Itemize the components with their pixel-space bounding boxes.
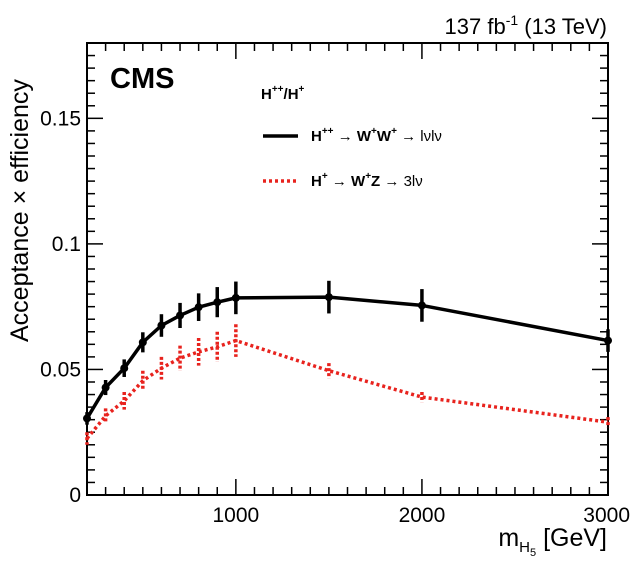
data-point: [231, 293, 240, 302]
experiment-label: CMS: [110, 63, 174, 95]
luminosity-label: 137 fb-1 (13 TeV): [445, 12, 607, 39]
series-2: [85, 324, 610, 445]
series-line: [85, 338, 609, 440]
data-point: [324, 293, 333, 302]
y-tick-label: 0.05: [40, 358, 81, 381]
x-tick-label: 2000: [399, 504, 446, 527]
data-point: [213, 298, 222, 307]
series-line: [85, 295, 609, 420]
data-point: [157, 321, 166, 330]
data-point: [417, 301, 426, 310]
data-point: [176, 311, 185, 320]
series-1: [83, 280, 612, 425]
legend-entry-singly-charged: H+ → W+Z → 3lν: [311, 171, 423, 190]
y-tick-label: 0.15: [40, 107, 81, 130]
data-point: [101, 383, 110, 392]
data-point: [83, 414, 91, 423]
axis-ticks: [87, 43, 608, 495]
x-axis-title: mH5 [GeV]: [498, 524, 607, 559]
x-tick-label: 3000: [583, 504, 630, 527]
data-point: [604, 336, 612, 345]
data-point: [138, 338, 147, 347]
y-tick-label: 0.1: [52, 233, 81, 256]
data-point: [194, 303, 203, 312]
axis-tick-labels: 1000 2000 3000 0 0.05 0.1 0.15: [40, 107, 630, 527]
data-point: [120, 364, 129, 373]
legend-entry-doubly-charged: H++ → W+W+ → lνlν: [311, 126, 442, 145]
x-tick-label: 1000: [212, 504, 259, 527]
y-tick-label: 0: [69, 484, 81, 507]
series-layer: [83, 280, 612, 445]
legend-header: H++/H+: [261, 84, 305, 103]
y-axis-title: Acceptance × efficiency: [6, 79, 34, 342]
plot-frame: [86, 42, 609, 496]
legend: H++/H+ H++ → W+W+ → lνlν H+ → W+Z → 3lν: [261, 84, 442, 190]
